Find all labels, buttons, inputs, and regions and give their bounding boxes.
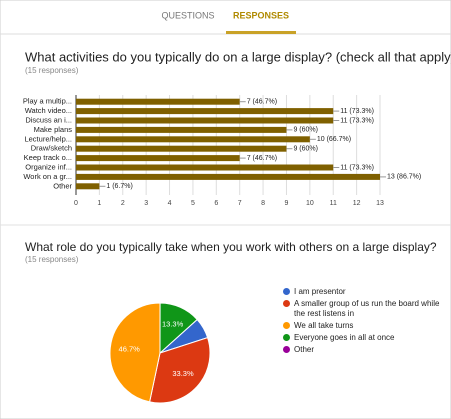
tab[interactable]: RESPONSES: [233, 10, 289, 20]
value-label: 9 (60%): [293, 146, 318, 153]
y-tick-label: Other: [53, 181, 72, 190]
chart-title: What activities do you typically do on a…: [25, 49, 451, 64]
y-tick-label: Keep track o...: [24, 153, 72, 162]
x-tick-label: 1: [97, 200, 101, 207]
pie-slice: [149, 337, 211, 404]
legend-label: I am presentor: [294, 287, 346, 296]
x-tick-label: 13: [376, 200, 384, 207]
bar: [76, 126, 287, 133]
x-tick-label: 3: [144, 200, 148, 207]
y-tick-label: Lecture/help...: [24, 134, 72, 143]
x-tick-label: 11: [330, 200, 337, 207]
y-tick-label: Work on a gr...: [23, 172, 72, 181]
value-label: 13.3%: [162, 320, 184, 329]
legend-item: A smaller group of us run the board whil…: [283, 299, 444, 319]
value-label: 1 (6.7%): [106, 183, 132, 190]
x-tick-label: 9: [285, 200, 289, 207]
legend-item: I am presentor: [283, 287, 444, 297]
value-label: 9 (60%): [293, 127, 318, 134]
x-tick-label: 6: [214, 200, 218, 207]
chart-title: What role do you typically take when you…: [25, 240, 437, 254]
y-tick-label: Play a multip...: [23, 97, 72, 106]
bar: [76, 136, 310, 143]
value-label: 7 (46.7%): [247, 99, 277, 106]
chart-subtitle: (15 responses): [25, 66, 79, 75]
legend-label: Everyone goes in all at once: [294, 333, 395, 342]
bar: [76, 155, 240, 162]
value-label: 46.7%: [119, 345, 141, 354]
legend-swatch: [283, 346, 290, 353]
legend-swatch: [283, 334, 290, 341]
legend-swatch: [283, 300, 290, 307]
x-tick-label: 8: [261, 200, 265, 207]
legend-label: We all take turns: [294, 321, 354, 330]
x-tick-label: 12: [353, 200, 361, 207]
x-tick-label: 7: [238, 200, 242, 207]
legend-swatch: [283, 322, 290, 329]
bar: [76, 98, 240, 105]
bar: [76, 164, 334, 171]
value-label: 11 (73.3%): [340, 164, 374, 171]
x-tick-label: 2: [121, 200, 125, 207]
x-tick-label: 5: [191, 200, 195, 207]
x-tick-label: 0: [74, 200, 78, 207]
legend-label: Other: [294, 345, 315, 354]
legend-item: Other: [283, 345, 444, 355]
legend-item: Everyone goes in all at once: [283, 333, 444, 343]
y-tick-label: Discuss an i...: [25, 115, 72, 124]
legend-swatch: [283, 288, 290, 295]
y-tick-label: Make plans: [34, 125, 73, 134]
legend-label: A smaller group of us run the board whil…: [294, 299, 440, 318]
x-tick-label: 4: [168, 200, 172, 207]
pie-slice: [159, 302, 198, 355]
chart-subtitle: (15 responses): [25, 255, 79, 264]
value-label: 11 (73.3%): [340, 108, 374, 115]
value-label: 7 (46.7%): [247, 155, 277, 162]
value-label: 10 (66.7%): [317, 136, 351, 143]
value-label: 13 (86.7%): [387, 174, 421, 181]
y-tick-label: Organize inf...: [25, 162, 72, 171]
tab[interactable]: QUESTIONS: [161, 10, 214, 20]
x-tick-label: 10: [306, 200, 314, 207]
tab-indicator: [226, 31, 296, 34]
bar: [76, 108, 334, 115]
legend-item: We all take turns: [283, 321, 444, 331]
value-label: 33.3%: [172, 369, 194, 378]
value-label: 11 (73.3%): [340, 117, 374, 124]
y-tick-label: Draw/sketch: [31, 144, 72, 153]
y-tick-label: Watch video...: [25, 106, 72, 115]
pie-slice: [109, 302, 161, 403]
bar: [76, 145, 287, 152]
bar: [76, 183, 100, 190]
bar: [76, 117, 334, 124]
bar: [76, 173, 380, 180]
